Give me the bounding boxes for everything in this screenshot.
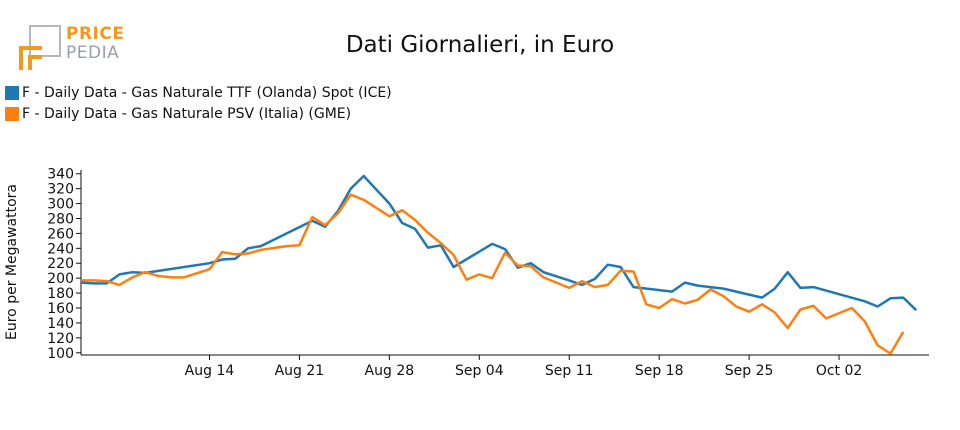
x-tick-label: Sep 18 xyxy=(635,363,684,379)
chart-title: Dati Giornalieri, in Euro xyxy=(345,32,615,58)
y-tick-label: 180 xyxy=(47,286,74,302)
legend-item-psv[interactable]: F - Daily Data - Gas Naturale PSV (Itali… xyxy=(5,106,351,122)
y-tick-label: 280 xyxy=(47,211,74,227)
y-tick-label: 200 xyxy=(47,271,74,287)
x-tick-label: Aug 21 xyxy=(275,363,325,379)
y-tick-label: 140 xyxy=(47,316,74,332)
x-tick-label: Sep 25 xyxy=(725,363,774,379)
series-line-psv[interactable] xyxy=(81,193,905,355)
y-tick-label: 260 xyxy=(47,226,74,242)
y-tick-label: 300 xyxy=(47,197,74,213)
legend-item-ttf[interactable]: F - Daily Data - Gas Naturale TTF (Oland… xyxy=(5,85,392,101)
y-tick-label: 120 xyxy=(47,331,74,347)
logo-text-pedia: PEDIA xyxy=(66,43,120,63)
pricepedia-logo: PRICE PEDIA xyxy=(18,22,128,74)
logo-text-price: PRICE xyxy=(66,24,125,44)
series-layer xyxy=(80,174,918,355)
x-tick-label: Sep 11 xyxy=(545,363,594,379)
y-axis-label: Euro per Megawattora xyxy=(4,184,20,340)
legend-label-ttf: F - Daily Data - Gas Naturale TTF (Oland… xyxy=(22,85,392,101)
y-tick-label: 100 xyxy=(47,346,74,362)
y-tick-label: 320 xyxy=(47,182,74,198)
y-tick-label: 240 xyxy=(47,241,74,257)
legend-swatch-ttf xyxy=(5,86,19,100)
y-tick-label: 220 xyxy=(47,256,74,272)
legend-swatch-psv xyxy=(5,107,19,121)
x-tick-label: Oct 02 xyxy=(816,363,862,379)
x-tick-label: Aug 14 xyxy=(185,363,235,379)
legend-label-psv: F - Daily Data - Gas Naturale PSV (Itali… xyxy=(22,106,352,122)
y-tick-label: 340 xyxy=(47,167,74,183)
logo-mark-icon xyxy=(19,25,61,70)
x-axis: Aug 14 Aug 21 Aug 28 Sep 04 Sep 11 Sep 18 Sep … xyxy=(81,354,929,379)
y-tick-label: 160 xyxy=(47,301,74,317)
series-line-ttf[interactable] xyxy=(80,174,918,312)
x-tick-label: Sep 04 xyxy=(455,363,504,379)
x-tick-label: Aug 28 xyxy=(365,363,415,379)
